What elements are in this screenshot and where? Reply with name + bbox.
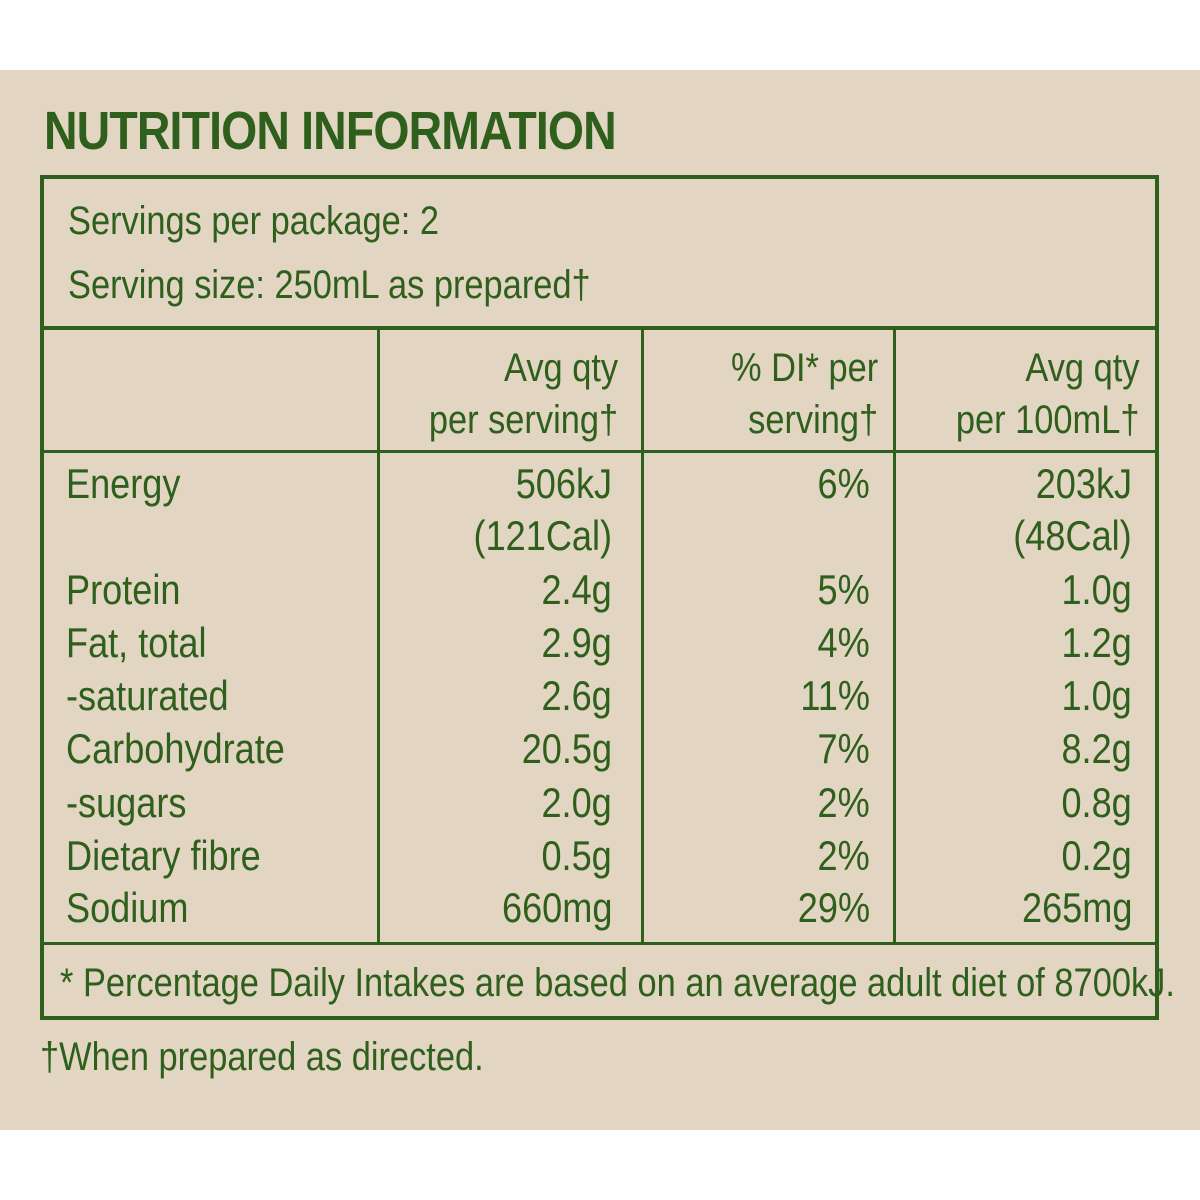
row-label-carbohydrate: Carbohydrate <box>66 725 285 772</box>
protein-per-serving: 2.4g <box>541 566 612 613</box>
saturated-per-serving: 2.6g <box>541 672 612 719</box>
header-per-100ml-line1: Avg qty <box>1024 346 1139 390</box>
servings-per-package: Servings per package: 2 <box>68 199 439 243</box>
carbohydrate-per-100ml: 8.2g <box>1061 725 1132 772</box>
divider-footnote <box>44 942 1155 945</box>
header-daily-intake: % DI* per serving† <box>731 342 878 446</box>
daily-intake-footnote: * Percentage Daily Intakes are based on … <box>60 961 1175 1005</box>
dietary-fibre-per-serving: 0.5g <box>541 832 612 879</box>
energy-daily-intake: 6% <box>817 460 870 507</box>
header-daily-intake-line2: serving† <box>747 398 878 442</box>
header-per-100ml-line2: per 100mL† <box>955 398 1139 442</box>
energy-per-serving-cal: (121Cal) <box>473 512 612 559</box>
sodium-per-100ml: 265mg <box>1021 884 1132 931</box>
column-divider-3 <box>893 330 896 942</box>
column-divider-1 <box>377 330 380 942</box>
row-label-dietary-fibre: Dietary fibre <box>66 832 261 879</box>
row-label-saturated: -saturated <box>66 672 229 719</box>
energy-per-100ml-cal: (48Cal) <box>1013 512 1132 559</box>
protein-daily-intake: 5% <box>817 566 870 613</box>
sodium-daily-intake: 29% <box>797 884 870 931</box>
header-per-serving-line1: Avg qty <box>503 346 618 390</box>
header-per-100ml: Avg qty per 100mL† <box>955 342 1139 446</box>
nutrition-table: Servings per package: 2 Serving size: 25… <box>40 175 1175 1020</box>
sugars-daily-intake: 2% <box>817 779 870 826</box>
row-label-fat-total: Fat, total <box>66 619 207 666</box>
panel-title: NUTRITION INFORMATION <box>44 101 617 161</box>
column-divider-2 <box>641 330 644 942</box>
row-label-sodium: Sodium <box>66 884 189 931</box>
sodium-per-serving: 660mg <box>501 884 612 931</box>
energy-per-100ml: 203kJ <box>1035 460 1132 507</box>
fat-total-per-100ml: 1.2g <box>1061 619 1132 666</box>
header-daily-intake-line1: % DI* per <box>730 346 878 390</box>
sugars-per-100ml: 0.8g <box>1061 779 1132 826</box>
divider-header <box>44 450 1155 453</box>
saturated-per-100ml: 1.0g <box>1061 672 1132 719</box>
row-label-protein: Protein <box>66 566 181 613</box>
fat-total-per-serving: 2.9g <box>541 619 612 666</box>
header-per-serving-line2: per serving† <box>428 398 618 442</box>
carbohydrate-per-serving: 20.5g <box>521 725 612 772</box>
dietary-fibre-per-100ml: 0.2g <box>1061 832 1132 879</box>
divider-servings <box>44 326 1155 330</box>
dietary-fibre-daily-intake: 2% <box>817 832 870 879</box>
energy-per-serving: 506kJ <box>515 460 612 507</box>
protein-per-100ml: 1.0g <box>1061 566 1132 613</box>
fat-total-daily-intake: 4% <box>817 619 870 666</box>
carbohydrate-daily-intake: 7% <box>817 725 870 772</box>
serving-size: Serving size: 250mL as prepared† <box>68 263 591 307</box>
sugars-per-serving: 2.0g <box>541 779 612 826</box>
preparation-note: †When prepared as directed. <box>40 1035 484 1079</box>
saturated-daily-intake: 11% <box>800 672 870 719</box>
row-label-energy: Energy <box>66 460 181 507</box>
row-label-sugars: -sugars <box>66 779 187 826</box>
header-per-serving: Avg qty per serving† <box>429 342 618 446</box>
nutrition-panel: NUTRITION INFORMATION Servings per packa… <box>0 70 1200 1130</box>
